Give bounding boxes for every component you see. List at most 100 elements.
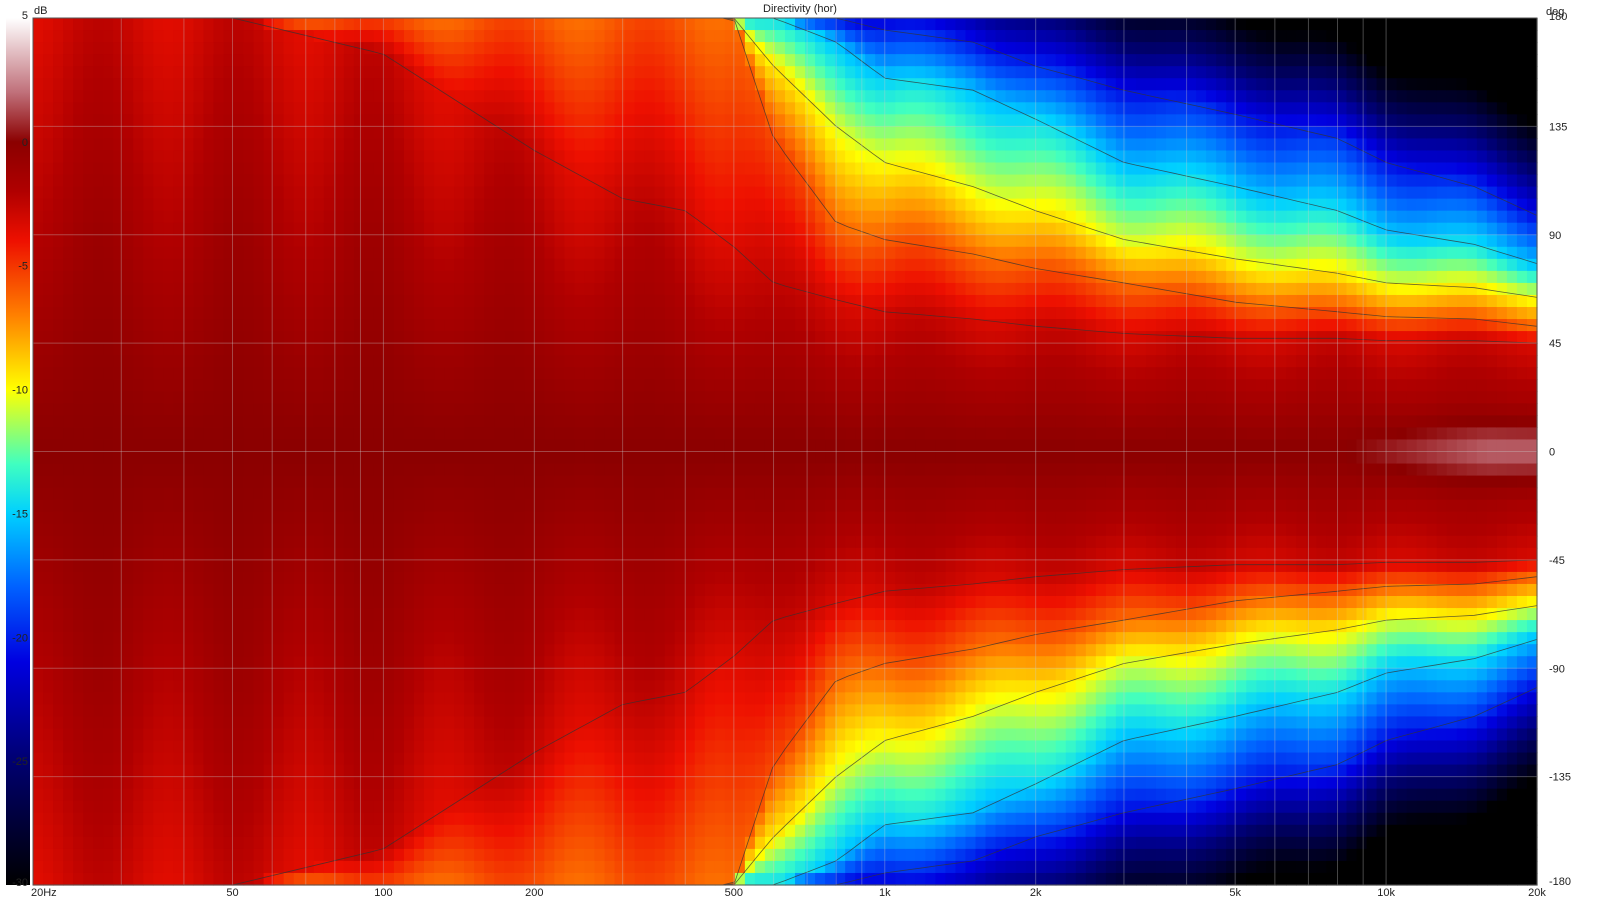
heatmap-cell: [564, 42, 576, 55]
heatmap-cell: [584, 102, 596, 115]
heatmap-cell: [243, 391, 255, 404]
heatmap-cell: [33, 114, 44, 127]
heatmap-cell: [403, 210, 415, 224]
heatmap-cell: [484, 463, 495, 477]
heatmap-cell: [253, 812, 265, 826]
heatmap-cell: [714, 848, 726, 862]
heatmap-cell: [133, 379, 144, 392]
heatmap-cell: [263, 559, 275, 573]
heatmap-cell: [113, 824, 124, 838]
heatmap-cell: [273, 487, 285, 501]
heatmap-cell: [173, 583, 184, 597]
heatmap-cell: [714, 728, 726, 742]
heatmap-cell: [113, 812, 124, 826]
heatmap-cell: [243, 307, 255, 320]
heatmap-cell: [363, 138, 375, 152]
heatmap-cell: [143, 331, 154, 344]
heatmap-cell: [484, 668, 495, 681]
heatmap-cell: [634, 331, 646, 344]
heatmap-cell: [574, 427, 586, 441]
heatmap-cell: [414, 656, 425, 669]
heatmap-cell: [604, 487, 616, 501]
heatmap-cell: [414, 138, 425, 152]
heatmap-cell: [193, 270, 205, 284]
heatmap-cell: [574, 860, 586, 874]
heatmap-cell: [484, 331, 495, 344]
heatmap-cell: [634, 499, 646, 513]
heatmap-cell: [383, 18, 395, 31]
heatmap-cell: [594, 30, 606, 43]
heatmap-cell: [674, 836, 686, 850]
heatmap-cell: [704, 355, 716, 368]
heatmap-cell: [313, 54, 325, 67]
heatmap-cell: [414, 776, 425, 790]
heatmap-cell: [534, 210, 545, 224]
heatmap-cell: [223, 90, 235, 103]
heatmap-cell: [363, 668, 375, 681]
heatmap-cell: [203, 571, 215, 585]
heatmap-cell: [263, 596, 275, 609]
heatmap-cell: [33, 812, 44, 826]
heatmap-cell: [644, 836, 656, 850]
heatmap-cell: [634, 704, 646, 718]
heatmap-cell: [143, 571, 154, 585]
heatmap-cell: [514, 535, 525, 549]
heatmap-cell: [664, 487, 676, 501]
heatmap-cell: [293, 632, 305, 645]
heatmap-cell: [654, 752, 666, 766]
heatmap-cell: [253, 583, 265, 597]
heatmap-cell: [474, 680, 485, 693]
heatmap-cell: [183, 415, 195, 429]
heatmap-cell: [514, 331, 525, 344]
heatmap-cell: [504, 282, 515, 296]
heatmap-cell: [444, 860, 455, 874]
heatmap-cell: [113, 644, 124, 657]
heatmap-cell: [614, 704, 626, 718]
heatmap-cell: [403, 198, 415, 212]
heatmap-cell: [153, 860, 164, 874]
heatmap-cell: [343, 848, 355, 862]
heatmap-cell: [283, 848, 295, 862]
heatmap-cell: [73, 331, 84, 344]
heatmap-cell: [564, 596, 576, 609]
heatmap-cell: [203, 114, 215, 127]
heatmap-cell: [153, 812, 164, 826]
heatmap-cell: [213, 656, 225, 669]
heatmap-cell: [33, 547, 44, 561]
heatmap-cell: [183, 523, 195, 537]
heatmap-cell: [393, 559, 405, 573]
heatmap-cell: [604, 66, 616, 79]
heatmap-cell: [484, 186, 495, 200]
heatmap-cell: [674, 150, 686, 164]
heatmap-cell: [424, 596, 435, 609]
heatmap-cell: [424, 126, 435, 140]
heatmap-cell: [594, 439, 606, 453]
heatmap-cell: [634, 162, 646, 176]
heatmap-cell: [123, 812, 134, 826]
heatmap-cell: [223, 475, 235, 489]
heatmap-cell: [424, 776, 435, 790]
heatmap-cell: [343, 499, 355, 513]
heatmap-cell: [393, 234, 405, 248]
heatmap-cell: [223, 800, 235, 814]
heatmap-cell: [233, 198, 245, 212]
heatmap-cell: [93, 752, 104, 766]
heatmap-cell: [484, 162, 495, 176]
heatmap-cell: [373, 475, 385, 489]
heatmap-cell: [303, 752, 315, 766]
heatmap-cell: [564, 367, 576, 380]
heatmap-cell: [53, 403, 64, 416]
heatmap-cell: [293, 487, 305, 501]
heatmap-cell: [63, 487, 74, 501]
heatmap-cell: [654, 174, 666, 188]
heatmap-cell: [383, 740, 395, 754]
heatmap-cell: [554, 78, 566, 91]
heatmap-cell: [43, 90, 54, 103]
heatmap-cell: [403, 427, 415, 441]
heatmap-cell: [343, 704, 355, 718]
heatmap-cell: [393, 102, 405, 115]
heatmap-cell: [504, 644, 515, 657]
heatmap-cell: [223, 463, 235, 477]
heatmap-cell: [604, 234, 616, 248]
heatmap-cell: [213, 583, 225, 597]
